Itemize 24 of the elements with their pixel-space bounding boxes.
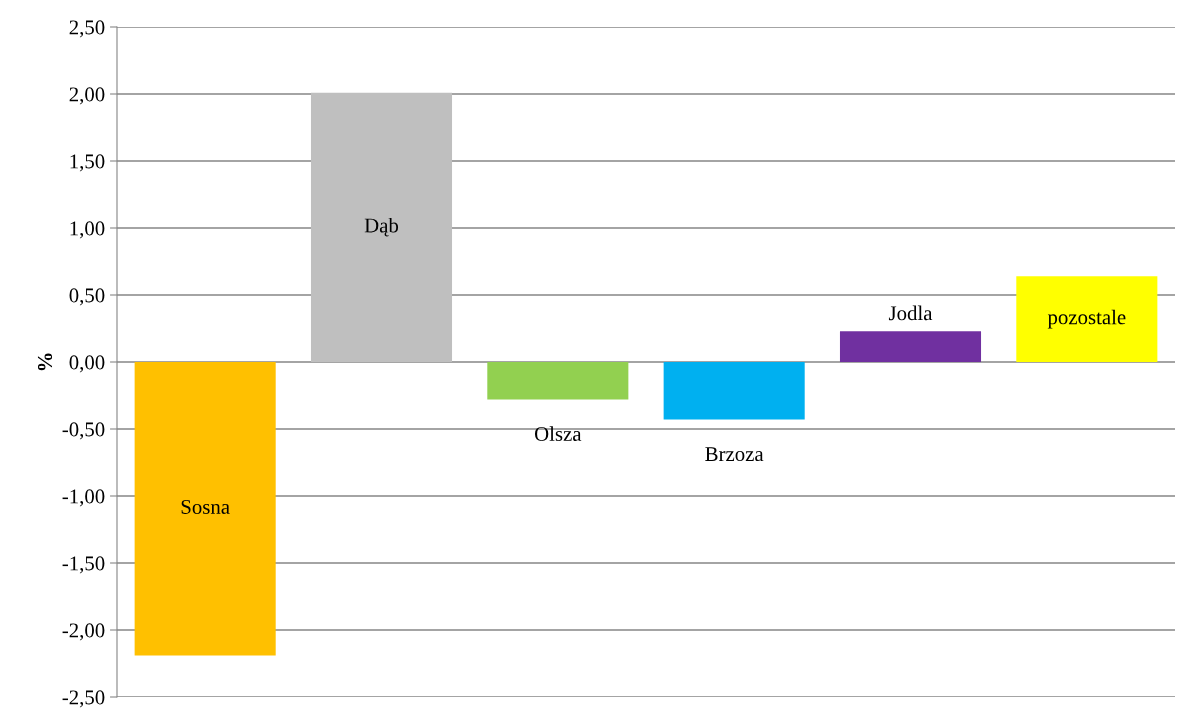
y-tick-label: -1,00	[62, 489, 105, 507]
y-tick-label: 2,00	[69, 87, 105, 105]
x-tick-label: Brzoza	[705, 447, 764, 462]
x-tick-label: pozostale	[1047, 309, 1126, 329]
bar	[1016, 276, 1158, 362]
bar	[134, 362, 276, 656]
y-tick-label: -1,50	[62, 556, 105, 574]
bar	[839, 331, 982, 362]
y-tick-label: -0,50	[62, 422, 105, 440]
bar	[487, 362, 629, 400]
x-tick-label: Dąb	[364, 217, 399, 237]
bar	[310, 92, 453, 362]
x-tick-label: Jodla	[888, 305, 933, 321]
y-axis-title: %	[37, 353, 53, 371]
bar	[663, 362, 805, 420]
y-tick-label: -2,50	[62, 690, 105, 708]
y-tick-label: 0,50	[69, 288, 105, 306]
y-tick-label: 0,00	[69, 355, 105, 373]
y-tick-label: 1,50	[70, 154, 105, 172]
x-tick-label: Sosna	[181, 499, 230, 514]
y-tick-label: 1,00	[70, 221, 105, 239]
y-tick-label: -2,00	[62, 623, 105, 641]
y-tick-label: 2,50	[69, 20, 105, 38]
x-tick-label: Olsza	[534, 426, 582, 441]
